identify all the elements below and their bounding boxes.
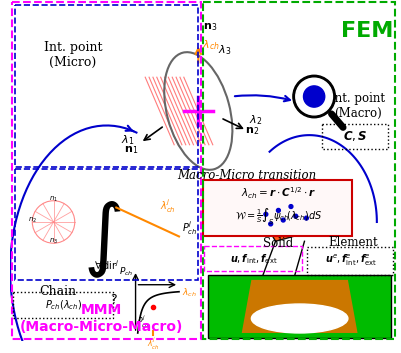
Text: $n_3$: $n_3$ <box>49 237 58 246</box>
Text: $P^j_{ch}$: $P^j_{ch}$ <box>182 219 197 237</box>
Text: Chain: Chain <box>39 285 76 298</box>
Polygon shape <box>208 275 391 338</box>
Text: $P_{ch}$: $P_{ch}$ <box>119 266 134 279</box>
Text: $\boldsymbol{C}, \boldsymbol{S}$: $\boldsymbol{C}, \boldsymbol{S}$ <box>343 129 368 143</box>
Text: FEM: FEM <box>341 21 393 41</box>
Circle shape <box>269 222 273 226</box>
Text: $\lambda_{ch} = \boldsymbol{r} \cdot \boldsymbol{C}^{1/2} \cdot \boldsymbol{r}$: $\lambda_{ch} = \boldsymbol{r} \cdot \bo… <box>241 185 316 201</box>
Circle shape <box>304 86 325 107</box>
Text: MMM
(Macro-Micro-Macro): MMM (Macro-Micro-Macro) <box>20 303 184 334</box>
Circle shape <box>296 78 332 115</box>
Text: $n_1$: $n_1$ <box>49 195 58 204</box>
Polygon shape <box>242 280 358 333</box>
Text: $\lambda_1$: $\lambda_1$ <box>121 133 134 146</box>
Text: $\mathbf{n}_2$: $\mathbf{n}_2$ <box>245 125 259 137</box>
Circle shape <box>264 213 268 216</box>
Text: $\lambda_{ch}$: $\lambda_{ch}$ <box>202 38 220 52</box>
Text: Int. point
(Micro): Int. point (Micro) <box>44 41 102 68</box>
Text: $\mathcal{W} = \frac{1}{S} \int_S \psi_{ch}\!\left(\lambda_{ch}\right) dS$: $\mathcal{W} = \frac{1}{S} \int_S \psi_{… <box>235 207 322 227</box>
Circle shape <box>294 214 298 218</box>
Text: $n_2$: $n_2$ <box>28 216 37 225</box>
Text: $\lambda_2$: $\lambda_2$ <box>249 114 263 127</box>
FancyBboxPatch shape <box>203 180 352 237</box>
Text: $\forall \, \mathrm{dir}^j$: $\forall \, \mathrm{dir}^j$ <box>94 259 119 273</box>
Text: $\lambda_3$: $\lambda_3$ <box>218 43 231 57</box>
Circle shape <box>282 218 285 222</box>
Text: $\boldsymbol{u}, \boldsymbol{f}_{\mathrm{int}}, \boldsymbol{f}_{\mathrm{ext}}$: $\boldsymbol{u}, \boldsymbol{f}_{\mathrm… <box>229 252 277 265</box>
Text: $\lambda_{ch}$: $\lambda_{ch}$ <box>182 287 196 299</box>
Text: $\boldsymbol{u}^e, \boldsymbol{f}^e_{\mathrm{int}}, \boldsymbol{f}^e_{\mathrm{ex: $\boldsymbol{u}^e, \boldsymbol{f}^e_{\ma… <box>325 253 377 268</box>
Circle shape <box>304 216 308 220</box>
Text: $\mathbf{n}_3$: $\mathbf{n}_3$ <box>203 21 217 33</box>
Ellipse shape <box>251 304 348 333</box>
Circle shape <box>32 201 75 243</box>
Text: $\mathbf{n}_1$: $\mathbf{n}_1$ <box>124 144 138 156</box>
Polygon shape <box>256 193 328 241</box>
Circle shape <box>289 205 293 209</box>
Text: Solid: Solid <box>263 238 294 250</box>
Text: Macro-Micro transition: Macro-Micro transition <box>177 169 316 182</box>
Circle shape <box>293 75 335 118</box>
Text: Int. point
(Macro): Int. point (Macro) <box>330 92 385 120</box>
Text: $\int$: $\int$ <box>83 199 121 280</box>
Text: Element: Element <box>328 237 377 250</box>
Text: $P_{ch}(\lambda_{ch})$: $P_{ch}(\lambda_{ch})$ <box>45 298 82 312</box>
Text: $\lambda^j_{ch}$: $\lambda^j_{ch}$ <box>146 336 159 352</box>
Text: $P^j_{ch}$: $P^j_{ch}$ <box>137 314 150 330</box>
Text: ?: ? <box>110 293 117 306</box>
Circle shape <box>276 209 280 213</box>
Text: $\lambda^j_{ch}$: $\lambda^j_{ch}$ <box>160 198 176 215</box>
